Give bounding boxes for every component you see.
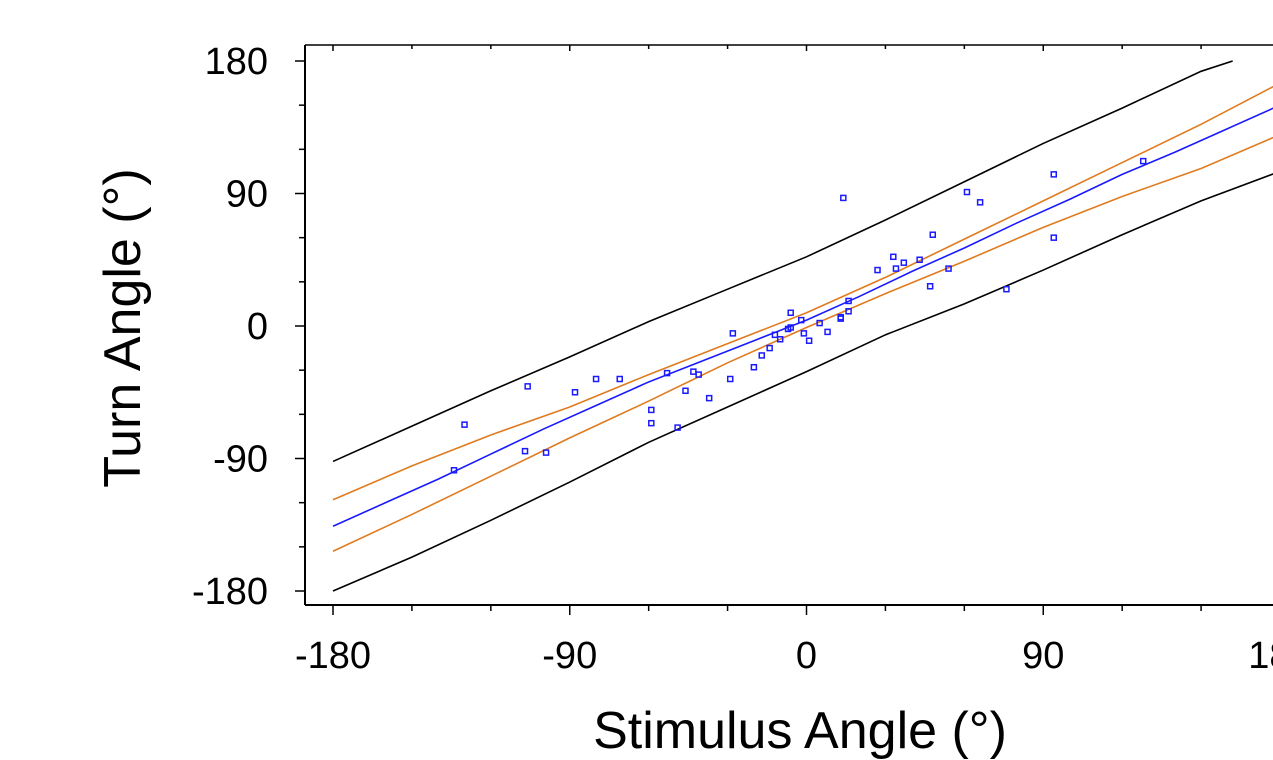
data-point [926, 283, 934, 290]
x-axis-title: Stimulus Angle (°) [593, 702, 1007, 760]
data-point [845, 308, 852, 315]
data-point [450, 467, 458, 474]
data-point [945, 265, 952, 272]
data-point [729, 330, 737, 337]
data-point [963, 188, 971, 196]
axis-ticks [295, 45, 1202, 615]
confidence-band-lower-line [332, 136, 1273, 552]
y-axis-title: Turn Angle (°) [94, 168, 152, 487]
data-point [929, 231, 937, 238]
data-point [800, 330, 808, 337]
y-tick-label: 90 [226, 174, 268, 216]
data-point [1050, 234, 1058, 241]
data-point [1050, 171, 1058, 178]
data-point [771, 331, 779, 339]
data-point [1139, 157, 1147, 165]
data-point [824, 328, 831, 336]
data-point [1003, 285, 1010, 293]
data-point [787, 309, 794, 316]
data-point [616, 375, 623, 383]
data-point [674, 424, 681, 431]
data-point [695, 371, 702, 378]
data-point [648, 406, 655, 414]
y-tick-label: 180 [205, 41, 268, 83]
data-point [776, 336, 784, 343]
data-point [524, 383, 531, 390]
data-point [916, 256, 923, 263]
x-tick-label: -90 [542, 635, 597, 677]
confidence-band-upper-line [332, 85, 1273, 501]
data-point [787, 324, 794, 331]
data-point [900, 259, 908, 266]
x-tick-label: 0 [796, 635, 817, 677]
data-point [816, 319, 823, 327]
data-point [663, 369, 671, 377]
data-point [840, 194, 847, 202]
data-point [837, 313, 844, 321]
tick-labels: -180 -90 0 90 180 180 90 0 -90 -180 [192, 41, 1273, 677]
data-point [766, 344, 773, 352]
data-point [758, 352, 766, 359]
data-point [682, 387, 689, 395]
data-point [461, 421, 468, 428]
data-points [450, 157, 1147, 474]
data-point [805, 337, 813, 344]
y-tick-label: 0 [247, 306, 268, 348]
data-point [845, 297, 852, 305]
x-tick-label: 180 [1248, 635, 1273, 677]
data-point [750, 363, 758, 371]
x-tick-label: 90 [1022, 635, 1064, 677]
plot-area: -180 -90 0 90 180 180 90 0 -90 -180 [192, 41, 1273, 677]
regression-fit-line [332, 107, 1273, 527]
data-point [690, 368, 697, 375]
band-lines [332, 60, 1273, 592]
data-point [592, 375, 600, 383]
y-tick-label: -90 [213, 439, 268, 481]
data-point [648, 419, 655, 427]
y-tick-label: -180 [192, 571, 268, 613]
data-point [892, 265, 900, 272]
data-point [705, 394, 713, 402]
prediction-band-upper-line [332, 60, 1233, 463]
data-point [542, 449, 550, 456]
data-point [726, 375, 734, 383]
data-point [571, 389, 579, 396]
data-point [874, 266, 881, 274]
data-point [890, 253, 897, 261]
data-point [976, 199, 984, 206]
prediction-band-lower-line [332, 173, 1273, 592]
data-point [797, 316, 805, 324]
x-tick-label: -180 [295, 635, 371, 677]
data-point [521, 447, 529, 455]
